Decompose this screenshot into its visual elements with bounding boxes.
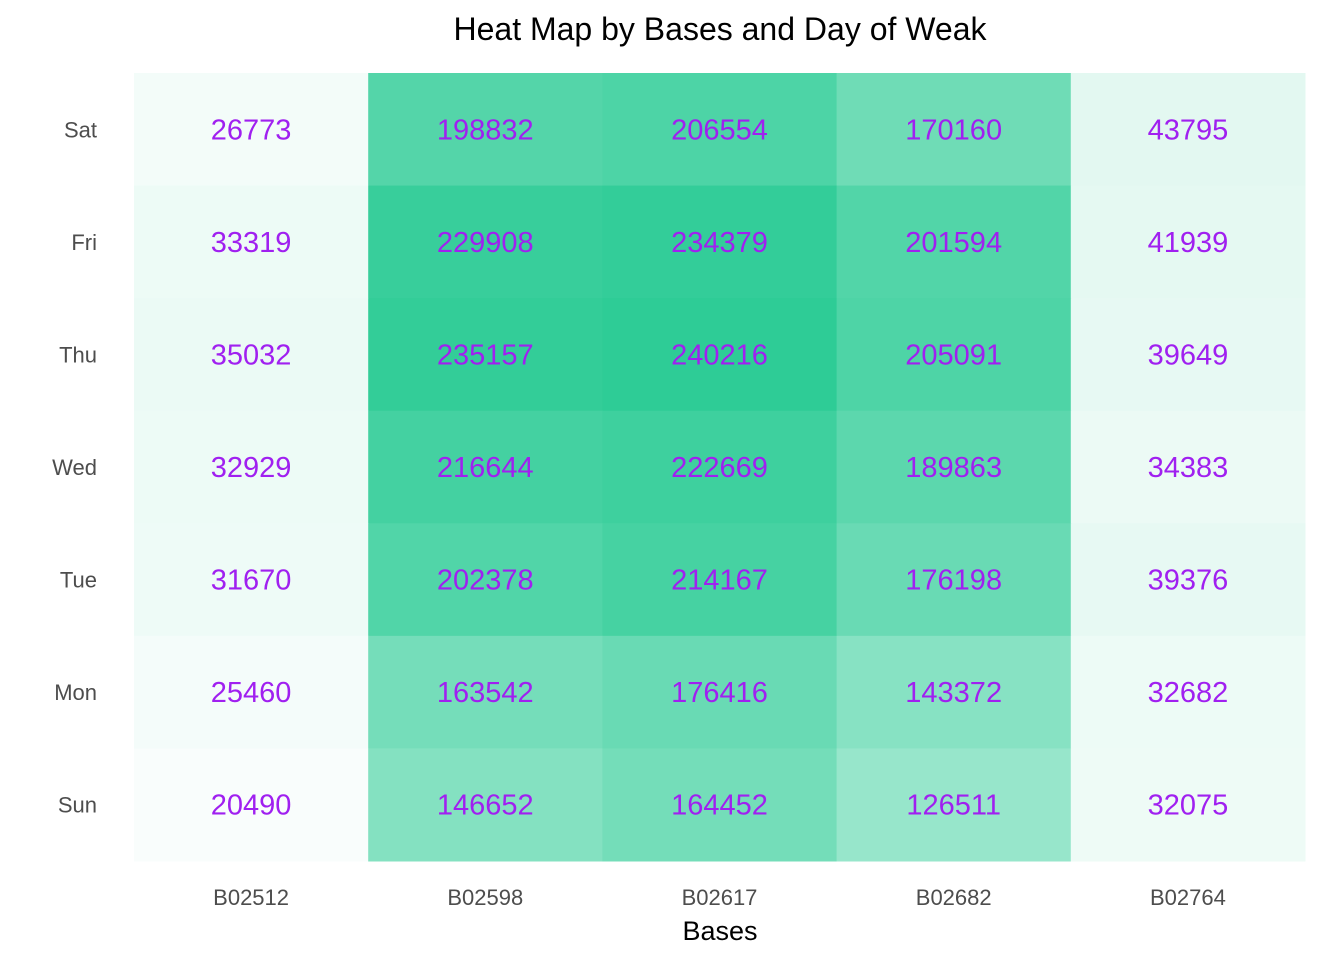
cell-value-label: 35032 <box>211 339 292 371</box>
cell-value-label: 170160 <box>905 114 1002 146</box>
cell-value-label: 41939 <box>1148 227 1229 259</box>
y-tick-label-tue: Tue <box>60 568 97 593</box>
heatmap-cell-labels: 26773 198832 206554 170160 43795 33319 229908 2… <box>211 114 1228 821</box>
heatmap-cell-fri-b02598 <box>368 185 603 299</box>
heatmap-cell-tue-b02598 <box>368 523 603 637</box>
cell-value-label: 43795 <box>1148 114 1229 146</box>
cell-value-label: 229908 <box>437 227 534 259</box>
heatmap-cell-sun-b02512 <box>134 748 369 862</box>
heatmap-cell-thu-b02598 <box>368 298 603 412</box>
heatmap-cell-thu-b02617 <box>602 298 838 412</box>
heatmap-cell-sat-b02512 <box>134 73 369 187</box>
cell-value-label: 143372 <box>905 677 1002 709</box>
heatmap-cell-thu-b02682 <box>836 298 1072 412</box>
heatmap-cell-mon-b02512 <box>134 635 369 749</box>
cell-value-label: 216644 <box>437 452 534 484</box>
heatmap-cell-mon-b02682 <box>836 635 1072 749</box>
heatmap-cell-mon-b02764 <box>1070 635 1306 749</box>
heatmap-cell-sat-b02598 <box>368 73 603 187</box>
cell-value-label: 222669 <box>671 452 768 484</box>
cell-value-label: 32075 <box>1148 790 1229 822</box>
heatmap-cell-wed-b02617 <box>602 410 838 524</box>
heatmap-cell-wed-b02682 <box>836 410 1072 524</box>
x-tick-label-b02512: B02512 <box>213 885 289 910</box>
y-tick-label-wed: Wed <box>52 455 97 480</box>
heatmap-cell-fri-b02682 <box>836 185 1072 299</box>
y-tick-label-sat: Sat <box>64 117 97 142</box>
y-tick-label-sun: Sun <box>58 793 97 818</box>
heatmap-cell-sat-b02764 <box>1070 73 1306 187</box>
heatmap-cell-sun-b02682 <box>836 748 1072 862</box>
heatmap-cell-sun-b02764 <box>1070 748 1306 862</box>
cell-value-label: 201594 <box>905 227 1002 259</box>
heatmap-cell-mon-b02617 <box>602 635 838 749</box>
x-tick-label-b02764: B02764 <box>1150 885 1226 910</box>
cell-value-label: 235157 <box>437 339 534 371</box>
cell-value-label: 198832 <box>437 114 534 146</box>
heatmap-cell-thu-b02764 <box>1070 298 1306 412</box>
cell-value-label: 39649 <box>1148 339 1229 371</box>
heatmap-cell-tue-b02682 <box>836 523 1072 637</box>
heatmap-cell-tue-b02617 <box>602 523 838 637</box>
cell-value-label: 202378 <box>437 565 534 597</box>
cell-value-label: 163542 <box>437 677 534 709</box>
heatmap-cell-tue-b02512 <box>134 523 369 637</box>
heatmap-cell-thu-b02512 <box>134 298 369 412</box>
heatmap-cell-sun-b02617 <box>602 748 838 862</box>
heatmap-cell-wed-b02764 <box>1070 410 1306 524</box>
cell-value-label: 214167 <box>671 565 768 597</box>
cell-value-label: 205091 <box>905 339 1002 371</box>
cell-value-label: 240216 <box>671 339 768 371</box>
cell-value-label: 206554 <box>671 114 768 146</box>
cell-value-label: 31670 <box>211 565 292 597</box>
cell-value-label: 234379 <box>671 227 768 259</box>
y-axis-tick-labels: Sat Fri Thu Wed Tue Mon Sun <box>52 117 97 817</box>
heatmap-cell-tue-b02764 <box>1070 523 1306 637</box>
cell-value-label: 176416 <box>671 677 768 709</box>
cell-value-label: 39376 <box>1148 565 1229 597</box>
heatmap-cells <box>134 73 1306 862</box>
y-tick-label-thu: Thu <box>59 342 97 367</box>
cell-value-label: 189863 <box>905 452 1002 484</box>
cell-value-label: 164452 <box>671 790 768 822</box>
heatmap-cell-sun-b02598 <box>368 748 603 862</box>
cell-value-label: 32682 <box>1148 677 1229 709</box>
heatmap-cell-wed-b02598 <box>368 410 603 524</box>
heatmap-cell-sat-b02617 <box>602 73 838 187</box>
cell-value-label: 32929 <box>211 452 292 484</box>
cell-value-label: 126511 <box>906 790 1001 822</box>
heatmap-cell-fri-b02617 <box>602 185 838 299</box>
heatmap-cell-sat-b02682 <box>836 73 1072 187</box>
x-axis-tick-labels: B02512 B02598 B02617 B02682 B02764 <box>213 885 1226 910</box>
cell-value-label: 176198 <box>905 565 1002 597</box>
cell-value-label: 25460 <box>211 677 292 709</box>
cell-value-label: 33319 <box>211 227 292 259</box>
heatmap-cell-wed-b02512 <box>134 410 369 524</box>
chart-title: Heat Map by Bases and Day of Weak <box>453 11 987 47</box>
x-axis-title: Bases <box>682 916 757 946</box>
heatmap-cell-fri-b02764 <box>1070 185 1306 299</box>
x-tick-label-b02617: B02617 <box>682 885 758 910</box>
cell-value-label: 26773 <box>211 114 292 146</box>
y-tick-label-mon: Mon <box>54 680 97 705</box>
cell-value-label: 34383 <box>1148 452 1229 484</box>
x-tick-label-b02598: B02598 <box>447 885 523 910</box>
heatmap-cell-mon-b02598 <box>368 635 603 749</box>
y-tick-label-fri: Fri <box>71 230 97 255</box>
x-tick-label-b02682: B02682 <box>916 885 992 910</box>
heatmap-cell-fri-b02512 <box>134 185 369 299</box>
cell-value-label: 20490 <box>211 790 292 822</box>
cell-value-label: 146652 <box>437 790 534 822</box>
